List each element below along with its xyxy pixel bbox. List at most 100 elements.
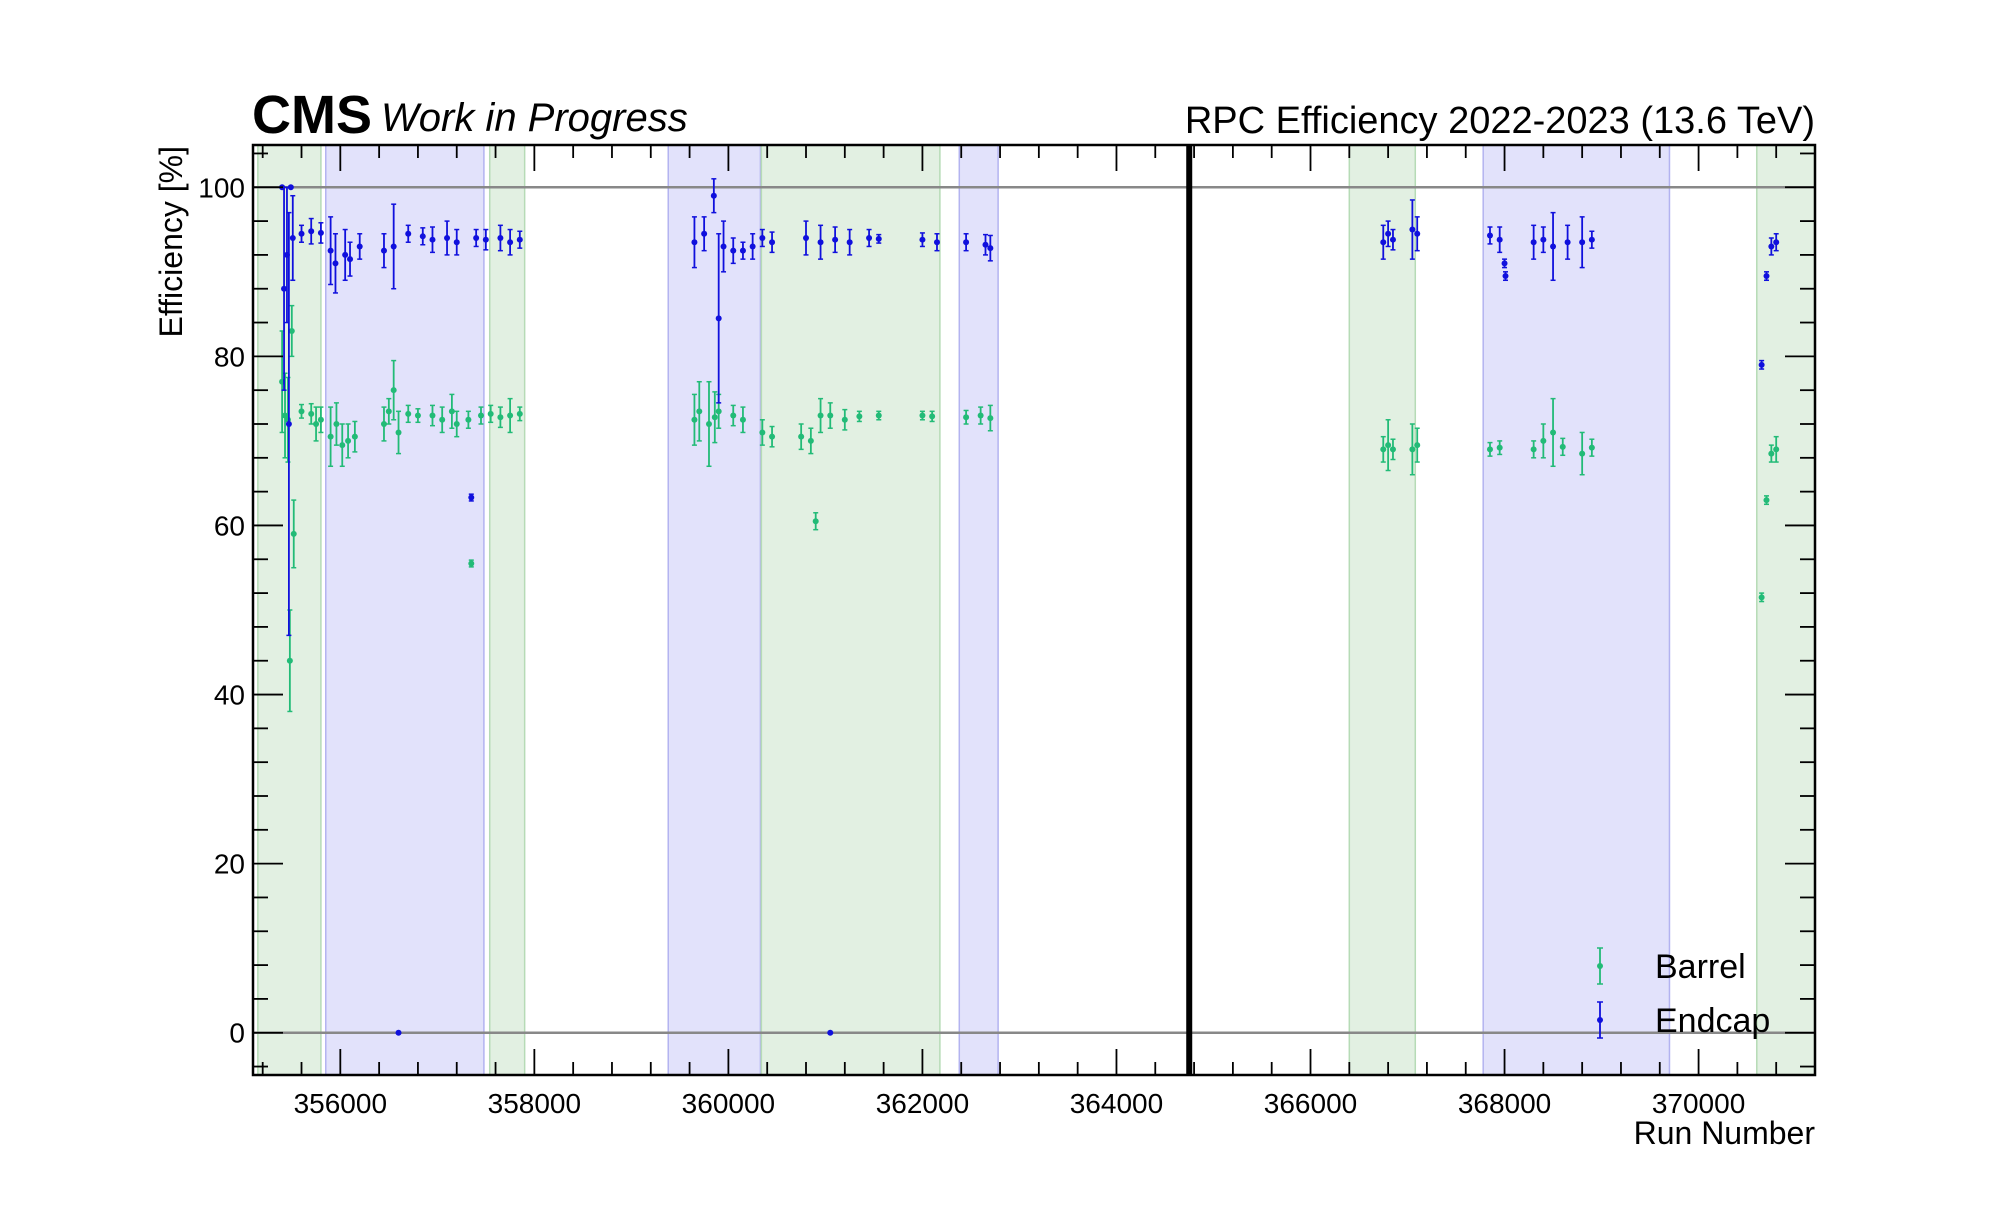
x-tick-label: 370000 <box>1652 1088 1745 1119</box>
point-endcap-18 <box>419 227 426 246</box>
y-tick-label: 20 <box>214 849 245 880</box>
band-blue-3 <box>667 144 762 1076</box>
point-endcap-68 <box>1773 233 1780 252</box>
data-points <box>279 178 1780 1036</box>
point-barrel-37 <box>730 404 737 427</box>
point-barrel-62 <box>1540 423 1547 459</box>
point-endcap-39 <box>817 224 824 260</box>
point-barrel-57 <box>1409 423 1416 476</box>
point-barrel-45 <box>827 402 834 429</box>
point-endcap-16 <box>395 1029 402 1036</box>
point-endcap-9 <box>327 216 334 286</box>
point-barrel-64 <box>1559 437 1566 457</box>
point-endcap-12 <box>347 241 354 277</box>
point-endcap-62 <box>1564 224 1571 260</box>
point-endcap-26 <box>507 228 514 256</box>
point-barrel-32 <box>691 393 698 446</box>
point-barrel-26 <box>468 559 475 568</box>
point-endcap-11 <box>342 228 349 282</box>
point-endcap-27 <box>516 230 523 249</box>
point-endcap-66 <box>1763 271 1770 282</box>
point-barrel-18 <box>395 410 402 455</box>
point-barrel-66 <box>1588 438 1595 457</box>
band-green-4 <box>760 144 941 1076</box>
point-endcap-17 <box>405 224 412 243</box>
band-blue-1 <box>325 144 485 1076</box>
point-endcap-53 <box>1409 199 1416 260</box>
x-tick-label: 356000 <box>294 1088 387 1119</box>
x-tick-label: 360000 <box>682 1088 775 1119</box>
point-barrel-29 <box>497 406 504 429</box>
experiment-label: CMS <box>252 85 372 145</box>
band-blue-5 <box>958 144 999 1076</box>
point-barrel-67 <box>1758 592 1765 603</box>
point-barrel-8 <box>313 406 320 442</box>
point-barrel-16 <box>385 397 392 425</box>
point-endcap-41 <box>832 226 839 254</box>
point-barrel-65 <box>1579 431 1586 476</box>
point-endcap-31 <box>715 233 722 404</box>
point-endcap-42 <box>846 228 853 256</box>
point-endcap-25 <box>497 224 504 252</box>
point-endcap-65 <box>1758 359 1765 370</box>
point-barrel-46 <box>841 408 848 431</box>
point-barrel-51 <box>963 409 970 425</box>
point-endcap-30 <box>710 178 717 214</box>
point-endcap-38 <box>803 220 810 256</box>
point-barrel-10 <box>327 406 334 468</box>
axis-ticks: 356000 358000 360000 362000 364000 366000 3680… <box>198 145 1816 1119</box>
point-endcap-7 <box>308 217 315 245</box>
x-tick-label: 358000 <box>488 1088 581 1119</box>
band-green-2 <box>488 144 526 1076</box>
point-barrel-13 <box>345 423 352 459</box>
point-endcap-63 <box>1579 216 1586 269</box>
point-barrel-35 <box>711 391 718 444</box>
point-endcap-59 <box>1530 224 1537 260</box>
point-endcap-55 <box>1486 226 1493 245</box>
point-barrel-47 <box>856 410 863 423</box>
point-barrel-39 <box>759 419 766 446</box>
point-endcap-21 <box>453 228 460 256</box>
point-endcap-20 <box>444 220 451 256</box>
point-barrel-15 <box>380 406 387 442</box>
x-tick-label: 366000 <box>1264 1088 1357 1119</box>
status-label: Work in Progress <box>381 96 688 140</box>
point-barrel-70 <box>1773 435 1780 463</box>
point-endcap-32 <box>720 220 727 273</box>
x-tick-label: 368000 <box>1458 1088 1551 1119</box>
point-endcap-64 <box>1588 230 1595 249</box>
point-endcap-45 <box>919 232 926 248</box>
point-endcap-44 <box>875 233 882 244</box>
point-endcap-51 <box>1385 220 1392 248</box>
point-endcap-34 <box>739 241 746 260</box>
point-barrel-48 <box>875 410 882 421</box>
y-tick-label: 80 <box>214 341 245 372</box>
point-endcap-24 <box>482 228 489 251</box>
reference-lines <box>253 186 1815 1034</box>
band-green-6 <box>1348 144 1417 1076</box>
point-barrel-68 <box>1763 495 1770 506</box>
y-tick-label: 0 <box>229 1018 245 1049</box>
point-endcap-19 <box>429 226 436 254</box>
band-green-8 <box>1756 144 1816 1076</box>
point-barrel-6 <box>298 403 305 419</box>
point-endcap-1 <box>281 186 288 391</box>
point-endcap-22 <box>468 493 475 502</box>
point-endcap-4 <box>287 184 294 191</box>
point-endcap-56 <box>1496 226 1503 254</box>
point-barrel-50 <box>929 410 936 423</box>
point-barrel-44 <box>817 397 824 434</box>
x-tick-label: 362000 <box>876 1088 969 1119</box>
band-blue-7 <box>1482 144 1671 1076</box>
point-barrel-31 <box>516 406 523 422</box>
legend-label-endcap: Endcap <box>1655 1002 1770 1040</box>
point-endcap-35 <box>749 233 756 260</box>
point-barrel-4 <box>288 304 295 358</box>
point-barrel-21 <box>429 404 436 427</box>
point-barrel-22 <box>439 406 446 434</box>
point-endcap-61 <box>1550 211 1557 282</box>
point-endcap-54 <box>1414 216 1421 252</box>
point-barrel-61 <box>1530 440 1537 459</box>
point-barrel-41 <box>798 423 805 451</box>
